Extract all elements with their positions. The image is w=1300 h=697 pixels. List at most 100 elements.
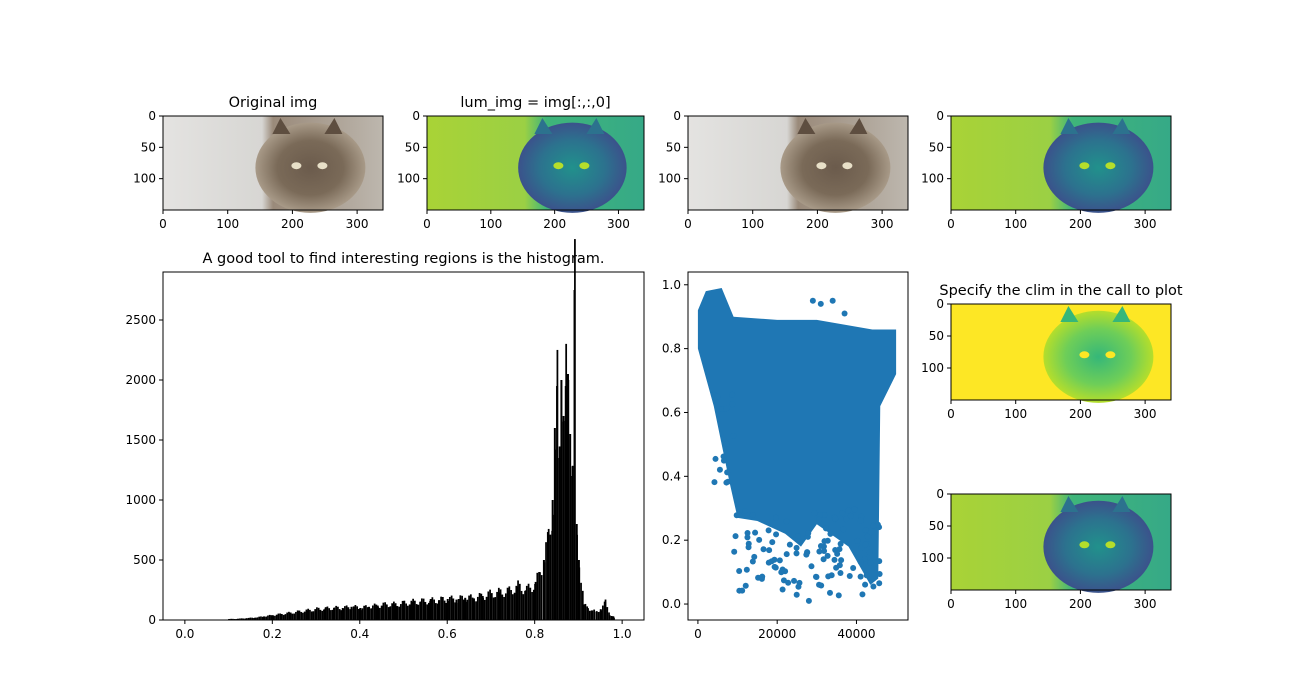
y-tick-label: 0: [936, 109, 944, 123]
y-tick-label: 0.4: [662, 469, 681, 483]
scatter-point: [846, 573, 853, 580]
scatter-point: [854, 537, 861, 544]
scatter-point: [808, 563, 815, 570]
histogram-bar: [604, 602, 607, 620]
scatter-point: [863, 572, 870, 579]
scatter-point: [805, 530, 812, 537]
histogram-bar: [448, 596, 451, 620]
histogram-bar: [586, 608, 589, 620]
histogram-bar: [481, 596, 484, 620]
histogram-bar: [376, 605, 379, 620]
histogram-bar: [534, 584, 537, 620]
histogram-bar: [328, 608, 331, 620]
histogram-bar: [507, 591, 510, 620]
scatter-point: [739, 587, 746, 594]
x-tick-label: 200: [1069, 407, 1092, 421]
histogram-bar: [571, 476, 574, 620]
scatter-point: [840, 526, 847, 533]
histogram-bar: [385, 604, 388, 620]
scatter-point: [821, 538, 828, 545]
histogram-bar: [492, 597, 495, 620]
scatter-point: [736, 568, 743, 575]
histogram-bar: [321, 610, 324, 620]
histogram-bar: [256, 617, 259, 620]
histogram-bar: [464, 597, 467, 620]
scatter-point: [862, 581, 869, 588]
histogram-bar: [350, 606, 353, 620]
x-tick-label: 100: [1004, 407, 1027, 421]
x-tick-label: 200: [281, 217, 304, 231]
scatter-point: [723, 405, 730, 412]
scatter-point: [816, 516, 823, 523]
scatter-point: [724, 469, 731, 476]
histogram-bar: [317, 607, 320, 620]
histogram-bar: [403, 603, 405, 620]
histogram-bar: [296, 610, 299, 620]
histogram-bar: [258, 616, 261, 620]
scatter-point: [745, 540, 752, 547]
scatter-point: [845, 507, 852, 514]
y-tick-label: 1000: [125, 493, 156, 507]
histogram-bar: [575, 524, 578, 620]
panel-title: Original img: [229, 95, 318, 111]
scatter-point: [786, 541, 793, 548]
scatter-point: [791, 577, 798, 584]
histogram-bar: [527, 583, 530, 620]
histogram-bar: [298, 611, 301, 620]
histogram-bar: [372, 605, 374, 620]
histogram-bar: [338, 609, 341, 620]
histogram-bar: [361, 608, 364, 620]
scatter-point: [836, 562, 843, 569]
histogram-bar: [536, 572, 539, 620]
x-tick-label: 0.8: [525, 627, 544, 641]
scatter-point: [773, 514, 780, 521]
histogram-bar: [516, 586, 519, 620]
cat-body: [1043, 310, 1154, 403]
scatter-point: [716, 466, 723, 473]
histogram-bar: [475, 601, 477, 620]
histogram-bar: [540, 575, 543, 620]
histogram-bar: [504, 593, 507, 620]
histogram-bar: [384, 602, 387, 620]
histogram-bar: [566, 374, 569, 620]
cat-eye-right: [579, 162, 590, 170]
histogram-bar: [240, 618, 243, 620]
scatter-point: [831, 556, 838, 563]
histogram-bar: [405, 603, 407, 620]
histogram-bar: [413, 600, 416, 620]
histogram-bar: [411, 602, 414, 620]
y-tick-label: 1.0: [662, 278, 681, 292]
histogram-bar: [242, 618, 245, 620]
cat-body: [1043, 500, 1154, 593]
scatter-point: [862, 527, 869, 534]
histogram-bar: [556, 386, 559, 620]
x-tick-label: 200: [543, 217, 566, 231]
histogram-bar: [375, 604, 378, 620]
histogram-bar: [483, 599, 486, 620]
y-tick-label: 0.0: [662, 597, 681, 611]
cat-body: [1043, 122, 1154, 213]
y-tick-label: 0: [148, 613, 156, 627]
histogram-bar: [569, 434, 572, 620]
histogram-bar: [368, 606, 371, 620]
histogram-bar: [455, 599, 458, 620]
x-tick-label: 0: [947, 217, 955, 231]
scatter-point: [749, 558, 756, 565]
cat-eye-left: [553, 162, 564, 170]
histogram-bar: [436, 603, 439, 620]
histogram-bar: [326, 606, 329, 620]
histogram-bar: [499, 592, 502, 620]
histogram-bar: [394, 604, 397, 620]
scatter-point: [825, 573, 832, 580]
y-tick-label: 1500: [125, 433, 156, 447]
histogram-bar: [511, 594, 514, 620]
y-tick-label: 100: [658, 172, 681, 186]
y-tick-label: 500: [133, 553, 156, 567]
histogram-bar: [312, 611, 315, 620]
histogram-bar: [344, 606, 346, 620]
y-tick-label: 0: [673, 109, 681, 123]
scatter-point: [867, 559, 874, 566]
histogram-bar: [260, 616, 262, 620]
histogram-bar: [606, 607, 609, 620]
cat-eye-left: [1079, 351, 1090, 359]
